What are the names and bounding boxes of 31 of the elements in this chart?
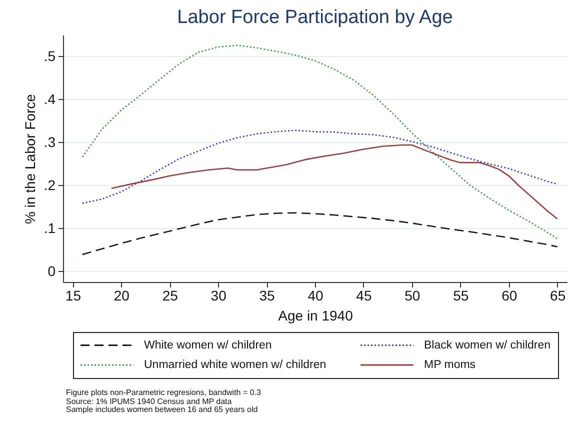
y-tick-label: .3: [44, 134, 56, 150]
source-note: Source: 1% IPUMS 1940 Census and MP data: [66, 396, 233, 406]
y-tick-label: .2: [44, 176, 56, 193]
y-axis-title: % in the Labor Force: [22, 94, 38, 224]
x-tick-label: 20: [114, 288, 130, 304]
y-tick-label: .1: [44, 220, 56, 236]
y-tick-label: .4: [44, 90, 56, 107]
x-tick-label: 55: [453, 288, 469, 304]
legend-label: Unmarried white women w/ children: [144, 359, 326, 371]
y-tick-label: 0: [48, 262, 56, 279]
line-series: [82, 130, 558, 204]
x-axis-title: Age in 1940: [278, 308, 354, 324]
x-tick-label: 65: [550, 288, 566, 304]
line-series: [110, 144, 558, 220]
text: Sample includes women between 16 and 65 years old: [66, 405, 259, 414]
x-tick-label: 30: [210, 288, 227, 304]
x-tick-label: 35: [259, 288, 276, 304]
x-tick-label: 25: [162, 288, 178, 304]
x-tick-label: 40: [308, 288, 324, 304]
x-tick-label: 50: [404, 288, 420, 304]
text: Figure plots non-Parametric regresions, bandwith = 0.3: [66, 388, 261, 398]
line-series: [82, 44, 558, 240]
chart-title: Labor Force Participation by Age: [177, 7, 453, 28]
x-tick-label: 15: [65, 288, 82, 304]
y-tick-label: .5: [44, 48, 56, 64]
legend-label: MP moms: [424, 359, 476, 371]
legend-label: White women w/ children: [144, 339, 272, 352]
line-series: [82, 212, 558, 256]
x-tick-label: 60: [502, 288, 518, 304]
x-tick-label: 45: [356, 288, 372, 304]
legend-label: Black women w/ children: [424, 339, 551, 352]
